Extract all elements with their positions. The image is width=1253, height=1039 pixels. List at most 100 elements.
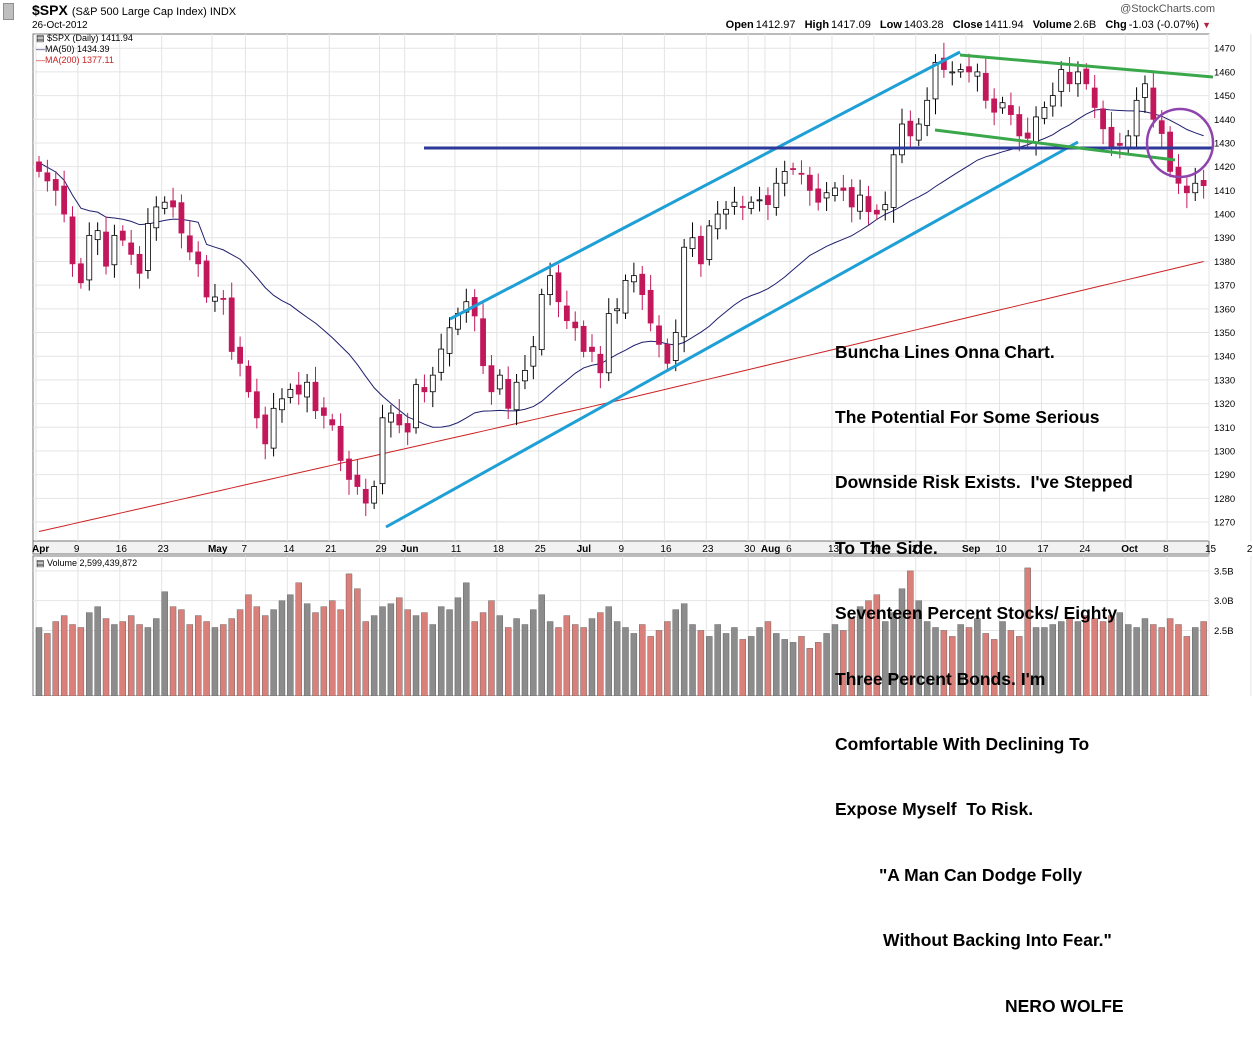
volume-bar (1200, 621, 1207, 696)
candle-body (974, 71, 981, 77)
candle-body (145, 223, 151, 271)
candle-body (1066, 71, 1073, 85)
x-tick-label: 29 (376, 544, 388, 555)
candle-body (94, 230, 101, 241)
candle-body (547, 275, 553, 296)
volume-bar (639, 624, 646, 696)
candle-body (404, 423, 411, 433)
candle-body (480, 318, 486, 367)
candle-body (44, 172, 51, 182)
x-tick-label: Sep (962, 544, 980, 555)
y-tick-label: 1380 (1214, 257, 1235, 268)
candle-body (438, 348, 445, 373)
volume-bar (337, 609, 344, 696)
candle-body (932, 62, 939, 100)
annotation-line: The Potential For Some Serious (835, 406, 1100, 427)
y-tick-label: 1290 (1214, 470, 1235, 481)
candle-body (446, 327, 453, 354)
candle-body (1100, 108, 1106, 130)
volume-bar (186, 624, 194, 696)
candle-body (957, 69, 964, 73)
volume-bar (798, 636, 805, 696)
volume-bar (1116, 612, 1124, 696)
candle-body (36, 161, 42, 172)
candle-body (346, 458, 352, 480)
annotation-line: Downside Risk Exists. I've Stepped (835, 472, 1133, 493)
volume-bar (1016, 636, 1023, 696)
volume-bar (136, 624, 143, 696)
volume-bar (1175, 624, 1182, 696)
volume-bar (396, 597, 403, 696)
candle-body (656, 325, 662, 345)
candle-body (1008, 105, 1014, 115)
candle-body (605, 313, 612, 374)
volume-bar (965, 627, 973, 696)
volume-bar (580, 627, 587, 696)
candle-body (681, 246, 688, 338)
wedge-upper-line (959, 53, 1214, 79)
candle-body (1075, 71, 1081, 85)
candle-body (572, 321, 579, 329)
x-tick-label: Apr (32, 544, 49, 555)
candle-body (1083, 68, 1090, 85)
y-tick-label: 1370 (1214, 281, 1235, 292)
volume-bar (161, 591, 168, 696)
volume-bar (479, 612, 487, 696)
candle-body (522, 370, 528, 382)
candle-body (136, 253, 143, 274)
volume-bar (463, 582, 470, 696)
candle-body (798, 172, 805, 175)
volume-bar (387, 603, 395, 696)
price-chart: 1270128012901300131013201330134013501360… (32, 33, 1253, 696)
volume-bar (815, 642, 822, 696)
candle-body (966, 66, 972, 73)
x-tick-label: 24 (1079, 544, 1091, 555)
volume-bar (1183, 636, 1191, 696)
volume-bar (764, 621, 772, 696)
volume-bar (630, 633, 638, 696)
candle-body (756, 199, 763, 202)
price-panel (32, 33, 1210, 542)
candle-body (262, 414, 269, 445)
candle-body (815, 188, 822, 203)
volume-bar (856, 606, 864, 696)
volume-bar (505, 627, 512, 696)
candle-body (1016, 114, 1023, 137)
candle-body (61, 185, 68, 215)
volume-bar (538, 594, 545, 696)
candle-body (731, 201, 738, 207)
volume-bar (94, 606, 101, 696)
scroll-handle[interactable] (3, 3, 14, 20)
volume-bar (329, 600, 336, 696)
volume-bar (747, 636, 755, 696)
candle-body (329, 419, 336, 426)
volume-bar (1133, 627, 1140, 696)
candle-body (295, 384, 302, 395)
volume-bar (1074, 621, 1082, 696)
volume-bar (262, 615, 269, 696)
x-tick-label: May (208, 544, 228, 555)
y-tick-label: 1440 (1214, 115, 1235, 126)
volume-bar (672, 609, 679, 696)
volume-bar (563, 615, 571, 696)
volume-bar (530, 609, 537, 696)
volume-bar (949, 636, 956, 696)
volume-bar (664, 621, 671, 696)
x-tick-label: 16 (116, 544, 128, 555)
volume-bar (781, 639, 788, 696)
volume-tick-label: 2.5B (1214, 626, 1234, 637)
x-tick-label: 20 (870, 544, 882, 555)
candle-body (630, 275, 637, 283)
volume-bar (471, 621, 478, 696)
volume-bar (86, 612, 93, 696)
candle-body (1116, 143, 1123, 146)
x-tick-label: 23 (158, 544, 170, 555)
candle-body (270, 407, 277, 449)
candle-body (513, 381, 520, 411)
candle-body (253, 391, 260, 419)
candle-body (949, 71, 956, 74)
volume-bar (404, 609, 411, 696)
candle-body (748, 201, 755, 209)
candle-body (664, 343, 671, 364)
volume-bar (119, 621, 126, 696)
